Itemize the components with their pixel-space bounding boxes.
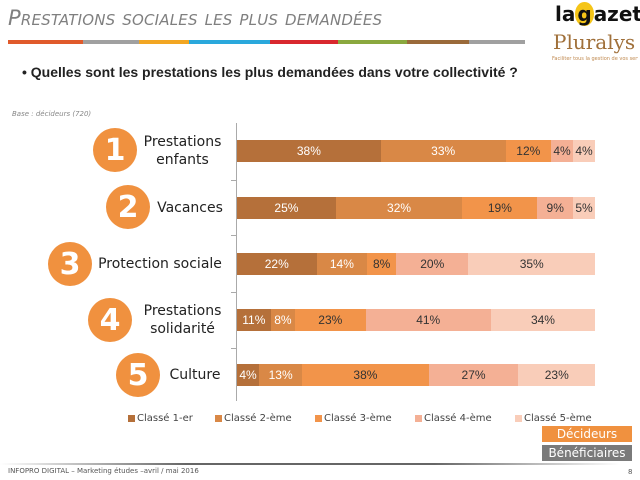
footer-text: INFOPRO DIGITAL – Marketing études –avri… xyxy=(8,467,199,475)
axis-tick xyxy=(231,235,237,236)
bar-segment: 13% xyxy=(259,364,303,386)
color-stripe xyxy=(406,40,469,44)
legend-item: Classé 4-ème xyxy=(415,413,492,424)
axis-tick xyxy=(231,180,237,181)
legend-item: Classé 5-ème xyxy=(515,413,592,424)
color-divider xyxy=(8,40,525,44)
bar-segment: 4% xyxy=(551,140,573,162)
bar-segment: 33% xyxy=(380,140,506,162)
page-number: 8 xyxy=(628,468,633,476)
bar-segment: 27% xyxy=(428,364,519,386)
bar-segment: 9% xyxy=(537,197,573,219)
legend-swatch xyxy=(515,415,522,422)
legend-label: Classé 3-ème xyxy=(324,413,392,424)
bar-segment: 34% xyxy=(490,309,595,331)
color-stripe xyxy=(269,40,339,44)
category-label: Culture xyxy=(169,367,221,383)
logo-part: g xyxy=(575,2,594,26)
bar-segment: 38% xyxy=(237,140,381,162)
base-note: Base : décideurs (720) xyxy=(12,110,92,118)
legend-label: Classé 5-ème xyxy=(524,413,592,424)
category-label: Protection sociale xyxy=(98,256,222,272)
rank-badge: 5 xyxy=(116,353,160,397)
bar-segment: 8% xyxy=(270,309,296,331)
rank-badge: 3 xyxy=(48,242,92,286)
axis-tick xyxy=(231,292,237,293)
bar-segment: 23% xyxy=(518,364,595,386)
pluralys-tagline: Faciliter tous la gestion de vos service… xyxy=(552,56,638,62)
bar-segment: 20% xyxy=(396,253,469,275)
page-title: Prestations sociales les plus demandées xyxy=(8,6,383,30)
category-axis xyxy=(236,123,237,401)
bar-segment: 41% xyxy=(365,309,491,331)
rank-badge: 4 xyxy=(88,298,132,342)
footer-divider xyxy=(0,463,620,465)
decideurs-button[interactable]: Décideurs xyxy=(542,426,632,442)
bar-segment: 11% xyxy=(237,309,271,331)
bar-segment: 4% xyxy=(573,140,595,162)
bar-segment: 32% xyxy=(335,197,463,219)
bar-segment: 5% xyxy=(573,197,595,219)
bar-segment: 22% xyxy=(237,253,317,275)
bar-segment: 14% xyxy=(316,253,368,275)
bar-segment: 4% xyxy=(237,364,259,386)
color-stripe xyxy=(188,40,270,44)
legend-label: Classé 2-ème xyxy=(224,413,292,424)
color-stripe xyxy=(8,40,83,44)
legend-item: Classé 2-ème xyxy=(215,413,292,424)
bar-segment: 12% xyxy=(505,140,551,162)
bar-segment: 25% xyxy=(237,197,336,219)
bar-segment: 35% xyxy=(468,253,595,275)
rank-badge: 2 xyxy=(106,185,150,229)
legend-swatch xyxy=(128,415,135,422)
legend-item: Classé 1-er xyxy=(128,413,193,424)
legend-swatch xyxy=(415,415,422,422)
legend-label: Classé 4-ème xyxy=(424,413,492,424)
logo-part: la xyxy=(555,2,576,26)
bar-segment: 23% xyxy=(295,309,366,331)
legend-label: Classé 1-er xyxy=(137,413,193,424)
beneficiaires-button[interactable]: Bénéficiaires xyxy=(542,445,632,461)
color-stripe xyxy=(82,40,139,44)
question: • Quelles sont les prestations les plus … xyxy=(22,64,518,80)
bar-segment: 38% xyxy=(302,364,429,386)
color-stripe xyxy=(338,40,407,44)
category-label: Prestations enfants xyxy=(143,134,222,168)
bar-segment: 8% xyxy=(367,253,397,275)
axis-tick xyxy=(231,348,237,349)
pluralys-logo: Pluralys xyxy=(553,30,636,54)
legend-swatch xyxy=(315,415,322,422)
rank-badge: 1 xyxy=(93,128,137,172)
logo-part: azette xyxy=(593,2,640,26)
legend-item: Classé 3-ème xyxy=(315,413,392,424)
legend-swatch xyxy=(215,415,222,422)
color-stripe xyxy=(468,40,525,44)
category-label: Prestations solidarité xyxy=(143,303,222,337)
color-stripe xyxy=(138,40,189,44)
gazette-logo: lagazette xyxy=(555,2,640,26)
category-label: Vacances xyxy=(157,200,223,216)
bar-segment: 19% xyxy=(462,197,538,219)
